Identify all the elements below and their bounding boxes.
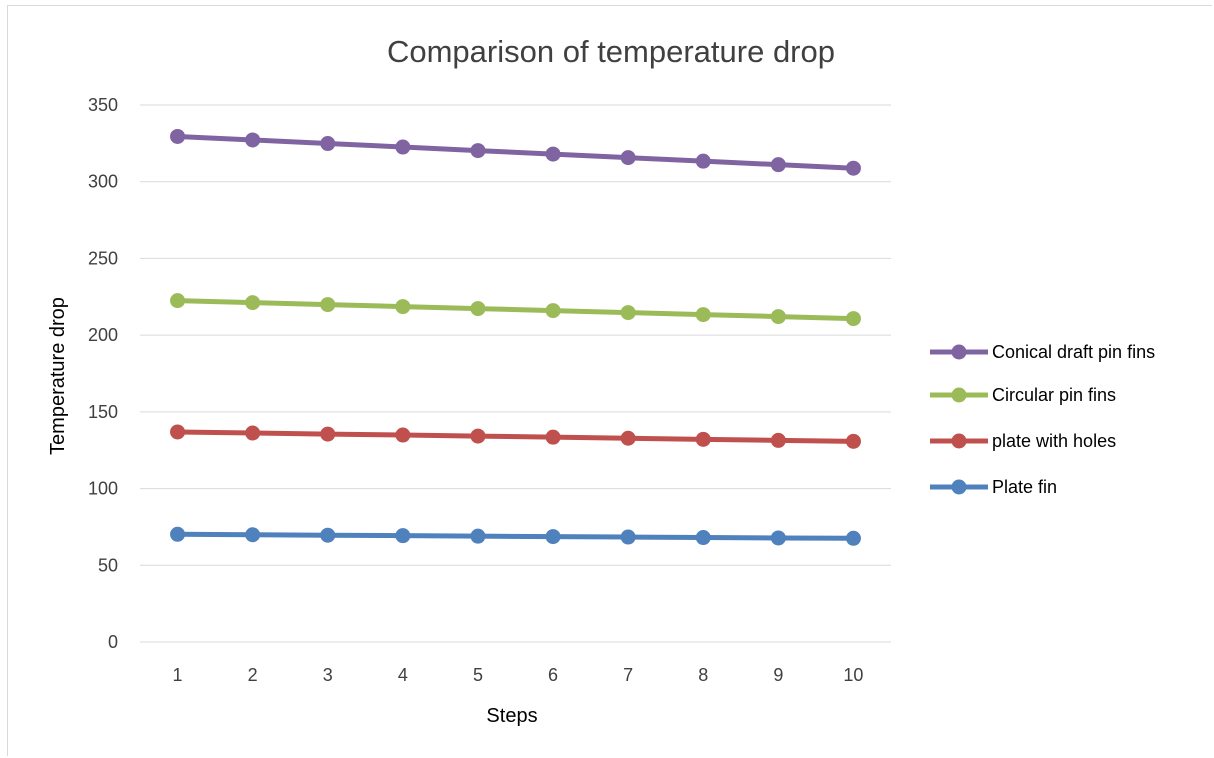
data-point [245,132,261,148]
data-point [245,425,261,441]
data-point [620,529,636,545]
data-point [470,143,486,159]
series-line [175,133,856,171]
x-axis-label: Steps [486,705,537,727]
legend-item[interactable]: Plate fin [930,477,1057,497]
legend-label: Circular pin fins [992,385,1116,405]
data-point [395,299,411,315]
legend-marker [951,387,967,403]
x-tick-label: 4 [398,665,408,685]
series-line [175,298,856,322]
data-point [845,160,861,176]
gridlines [140,104,891,643]
y-tick-label: 50 [98,555,118,575]
data-point [170,424,186,440]
data-point [770,309,786,325]
legend-item[interactable]: plate with holes [930,431,1116,451]
x-tick-label: 6 [548,665,558,685]
data-point [845,311,861,327]
y-tick-label: 100 [88,479,118,499]
data-point [545,429,561,445]
legend-item[interactable]: Circular pin fins [930,385,1116,405]
legend-marker [951,433,967,449]
data-point [470,428,486,444]
series-2 [170,424,861,449]
legend-label: Plate fin [992,477,1057,497]
series-3 [170,526,861,546]
data-point [245,527,261,543]
y-tick-label: 300 [88,172,118,192]
chart-title: Comparison of temperature drop [387,34,835,69]
x-tick-label: 3 [323,665,333,685]
data-point [770,157,786,173]
data-point [320,136,336,152]
data-point [695,530,711,546]
data-point [620,305,636,321]
legend-label: plate with holes [992,431,1116,451]
data-point [470,528,486,544]
data-point [545,529,561,545]
series-line [175,531,856,541]
data-point [170,293,186,309]
x-tick-labels: 1 2 3 4 5 6 7 8 9 10 [173,665,864,685]
x-tick-label: 10 [843,665,863,685]
data-point [695,307,711,323]
legend-marker [951,479,967,495]
legend-label: Conical draft pin fins [992,342,1155,362]
data-point [695,153,711,169]
y-tick-label: 350 [88,95,118,115]
data-point [395,528,411,544]
data-point [320,426,336,442]
x-tick-label: 7 [623,665,633,685]
data-point [695,431,711,447]
y-tick-labels: 0 50 100 150 200 250 300 350 [88,95,118,652]
y-tick-label: 250 [88,248,118,268]
chart-frame [7,5,1212,756]
y-tick-label: 0 [108,632,118,652]
data-point [770,432,786,448]
data-point [170,526,186,542]
data-point [395,139,411,155]
data-point [245,295,261,311]
data-point [770,530,786,546]
y-tick-label: 200 [88,325,118,345]
series-0 [170,128,861,176]
series-line [175,429,856,444]
legend-item[interactable]: Conical draft pin fins [930,342,1155,362]
data-point [395,427,411,443]
x-tick-label: 8 [698,665,708,685]
data-point [320,527,336,543]
x-tick-label: 9 [773,665,783,685]
x-tick-label: 5 [473,665,483,685]
data-point [470,301,486,317]
data-point [845,530,861,546]
series-1 [170,293,861,327]
y-axis-label: Temperature drop [47,297,69,455]
y-tick-label: 150 [88,402,118,422]
data-point [620,150,636,166]
legend-marker [951,344,967,360]
legend[interactable]: Conical draft pin fins Circular pin fins p… [930,342,1155,497]
series-group [170,128,861,546]
data-point [545,303,561,319]
x-tick-label: 1 [173,665,183,685]
data-point [620,430,636,446]
data-point [170,128,186,144]
data-point [845,433,861,449]
data-point [320,297,336,313]
x-tick-label: 2 [248,665,258,685]
data-point [545,146,561,162]
